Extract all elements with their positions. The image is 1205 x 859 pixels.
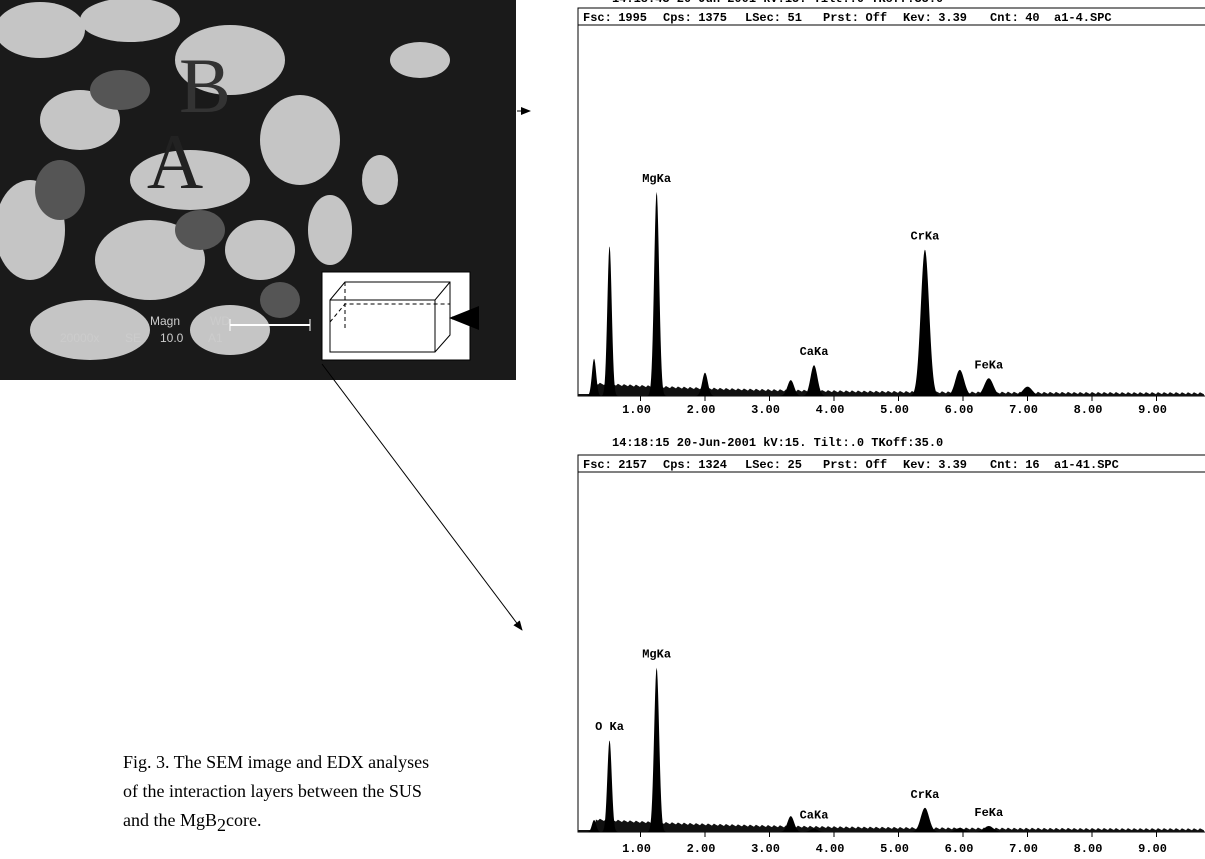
peak-label: FeKa [974,806,1003,820]
spectrum-status: 14:18:15 20-Jun-2001 kV:15. Tilt:.0 TKof… [612,436,943,450]
peak-label: CrKa [911,788,940,802]
caption-line: of the interaction layers between the SU… [123,781,422,801]
header-value: 2157 [618,458,647,472]
x-tick-label: 8.00 [1074,842,1103,856]
header-label: Cps: [663,11,692,25]
region-label: A [147,118,203,205]
header-value: a1-4.SPC [1054,11,1112,25]
caption-tail: core. [226,810,261,830]
x-tick-label: 7.00 [1009,403,1038,417]
background [577,818,1204,832]
header-label: Kev: [903,458,932,472]
peak [942,369,978,396]
header-value: 3.39 [938,458,967,472]
peak-label: O Ka [595,720,624,734]
peak-label: MgKa [642,172,671,186]
x-tick-label: 5.00 [880,842,909,856]
peak [800,828,828,832]
x-tick-label: 8.00 [1074,403,1103,417]
sem-info: 20000x [60,331,99,345]
header-value: 51 [788,11,802,25]
inset [321,271,479,361]
peak [585,358,603,396]
x-tick-label: 9.00 [1138,842,1167,856]
x-tick-label: 2.00 [687,403,716,417]
peak-label: CaKa [800,345,829,359]
spectrum-frame [577,454,1205,833]
peak [908,807,942,832]
sem-info: 10.0 [160,331,184,345]
x-tick-label: 1.00 [622,842,651,856]
header-value: 1375 [698,11,727,25]
peak [1008,386,1047,396]
x-tick-label: 2.00 [687,842,716,856]
header-label: Fsc: [583,458,612,472]
region-label: B [179,42,231,129]
peak [970,378,1008,396]
header-value: 40 [1025,11,1039,25]
peak [777,380,805,396]
sem-info: Magn [150,314,180,328]
header-value: 3.39 [938,11,967,25]
x-tick-label: 4.00 [816,403,845,417]
header-value: Off [866,458,888,472]
x-tick-label: 7.00 [1009,842,1038,856]
header-label: Fsc: [583,11,612,25]
peak-label: CaKa [800,809,829,823]
peak [908,249,942,396]
header-value: 1995 [618,11,647,25]
header-value: a1-41.SPC [1054,458,1119,472]
peak [800,365,828,396]
sem-info: A1 [208,331,223,345]
x-tick-label: 1.00 [622,403,651,417]
header-label: LSec: [745,458,781,472]
caption-line: Fig. 3. The SEM image and EDX analyses [123,752,429,772]
peak [600,740,619,832]
header-label: Prst: [823,458,859,472]
spectrum-frame [577,7,1205,397]
sem-image [0,0,516,380]
background [577,382,1204,396]
peak [970,826,1008,832]
header-value: Off [866,11,888,25]
peak-label: FeKa [974,358,1003,372]
spectrum-status: 14:18:43 20-Jun-2001 kV:15. Tilt:.0 TKof… [612,0,943,6]
header-label: Cps: [663,458,692,472]
spectrum-plot [577,667,1204,832]
header-label: Kev: [903,11,932,25]
header-value: 16 [1025,458,1039,472]
spectrum-plot [577,191,1204,396]
x-tick-label: 3.00 [751,842,780,856]
x-tick-label: 6.00 [945,842,974,856]
peak [942,827,978,832]
x-tick-label: 6.00 [945,403,974,417]
peak [777,816,805,832]
header-value: 1324 [698,458,727,472]
sem-info: WD [210,314,230,328]
x-tick-label: 4.00 [816,842,845,856]
arrow [321,363,523,631]
peak [646,667,667,832]
header-label: Prst: [823,11,859,25]
header-label: Cnt: [990,458,1019,472]
peak [600,246,619,396]
header-value: 25 [788,458,802,472]
caption-line: and the MgB [123,810,217,830]
caption-subscript: 2 [217,815,226,835]
sem-info: SE [125,331,141,345]
header-label: Cnt: [990,11,1019,25]
peak-label: CrKa [911,230,940,244]
x-tick-label: 3.00 [751,403,780,417]
peak [585,819,603,832]
header-label: LSec: [745,11,781,25]
peak-label: MgKa [642,648,671,662]
x-tick-label: 9.00 [1138,403,1167,417]
peak [693,372,717,396]
peak [646,191,667,396]
x-tick-label: 5.00 [880,403,909,417]
